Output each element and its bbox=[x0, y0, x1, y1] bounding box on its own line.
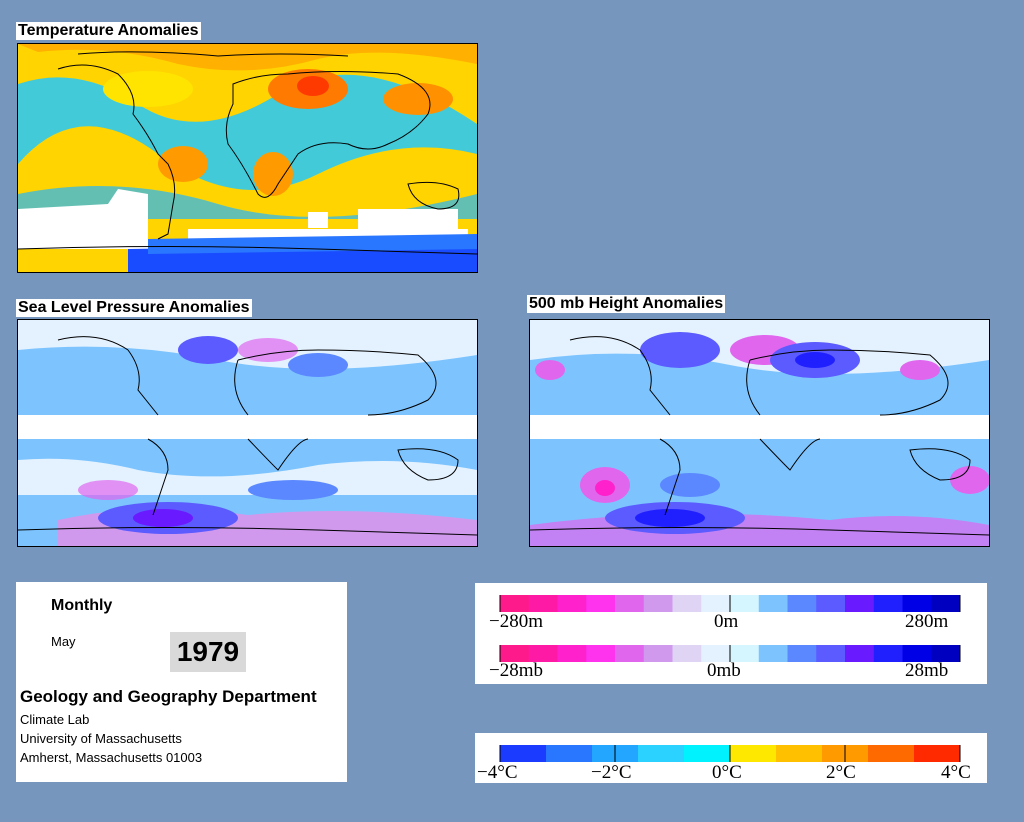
university-label: University of Massachusetts bbox=[20, 731, 182, 746]
height-panel-title: 500 mb Height Anomalies bbox=[527, 295, 726, 313]
colorbar-swatch bbox=[701, 595, 731, 612]
colorbar-swatch bbox=[500, 595, 530, 612]
colorbar-swatch bbox=[914, 745, 961, 762]
colorbar-swatch bbox=[776, 745, 823, 762]
slp-anomaly-map bbox=[17, 319, 478, 547]
colorbar-swatch bbox=[528, 595, 558, 612]
pressure-min-label: −28mb bbox=[489, 660, 543, 681]
period-label: Monthly bbox=[51, 597, 113, 614]
colorbar-swatch bbox=[557, 595, 587, 612]
colorbar-swatch bbox=[615, 595, 645, 612]
info-box: Monthly May 1979 Geology and Geography D… bbox=[16, 582, 347, 782]
colorbar-swatch bbox=[730, 745, 777, 762]
colorbar-swatch bbox=[816, 595, 846, 612]
colorbar-swatch bbox=[684, 745, 731, 762]
temperature-panel-title: Temperature Anomalies bbox=[16, 22, 201, 40]
colorbar-swatch bbox=[931, 645, 961, 662]
height-anomaly-map bbox=[529, 319, 990, 547]
colorbar-swatch bbox=[586, 645, 616, 662]
height-max-label: 280m bbox=[905, 611, 949, 632]
colorbar-swatch bbox=[873, 595, 903, 612]
colorbar-swatch bbox=[672, 595, 702, 612]
temperature-legend: −4°C −2°C 0°C 2°C 4°C bbox=[475, 733, 987, 783]
department-label: Geology and Geography Department bbox=[20, 687, 317, 706]
colorbar-swatch bbox=[845, 595, 875, 612]
colorbar-swatch bbox=[758, 595, 788, 612]
height-min-label: −280m bbox=[489, 611, 543, 632]
temp-label-4: 4°C bbox=[941, 762, 971, 783]
colorbar-swatch bbox=[902, 595, 932, 612]
height-mid-label: 0m bbox=[714, 611, 739, 632]
address-label: Amherst, Massachusetts 01003 bbox=[20, 750, 203, 765]
month-label: May bbox=[51, 634, 76, 649]
colorbar-swatch bbox=[873, 645, 903, 662]
colorbar-swatch bbox=[528, 645, 558, 662]
slp-panel-title: Sea Level Pressure Anomalies bbox=[16, 299, 252, 317]
colorbar-swatch bbox=[787, 595, 817, 612]
height-pressure-legend: −280m 0m 280m −28mb 0mb 28mb bbox=[475, 583, 987, 684]
colorbar-swatch bbox=[586, 595, 616, 612]
colorbar-swatch bbox=[701, 645, 731, 662]
colorbar-swatch bbox=[672, 645, 702, 662]
pressure-max-label: 28mb bbox=[905, 660, 949, 681]
colorbar-swatch bbox=[730, 645, 760, 662]
colorbar-swatch bbox=[787, 645, 817, 662]
colorbar-swatch bbox=[816, 645, 846, 662]
colorbar-swatch bbox=[638, 745, 685, 762]
temperature-anomaly-map bbox=[17, 43, 478, 273]
temp-label-0: 0°C bbox=[712, 762, 742, 783]
colorbar-swatch bbox=[730, 595, 760, 612]
height-colorbar bbox=[499, 595, 961, 612]
temperature-colorbar bbox=[499, 745, 961, 762]
colorbar-swatch bbox=[845, 645, 875, 662]
colorbar-swatch bbox=[643, 645, 673, 662]
colorbar-swatch bbox=[615, 645, 645, 662]
colorbar-swatch bbox=[758, 645, 788, 662]
colorbar-swatch bbox=[500, 645, 530, 662]
colorbar-swatch bbox=[931, 595, 961, 612]
temp-label-neg2: −2°C bbox=[591, 762, 632, 783]
year-label: 1979 bbox=[176, 636, 240, 667]
temp-label-neg4: −4°C bbox=[477, 762, 518, 783]
colorbar-swatch bbox=[500, 745, 547, 762]
pressure-colorbar bbox=[499, 645, 961, 662]
colorbar-swatch bbox=[868, 745, 915, 762]
pressure-mid-label: 0mb bbox=[707, 660, 741, 681]
colorbar-swatch bbox=[643, 595, 673, 612]
lab-label: Climate Lab bbox=[20, 712, 90, 727]
colorbar-swatch bbox=[902, 645, 932, 662]
colorbar-swatch bbox=[557, 645, 587, 662]
temp-label-2: 2°C bbox=[826, 762, 856, 783]
colorbar-swatch bbox=[546, 745, 593, 762]
